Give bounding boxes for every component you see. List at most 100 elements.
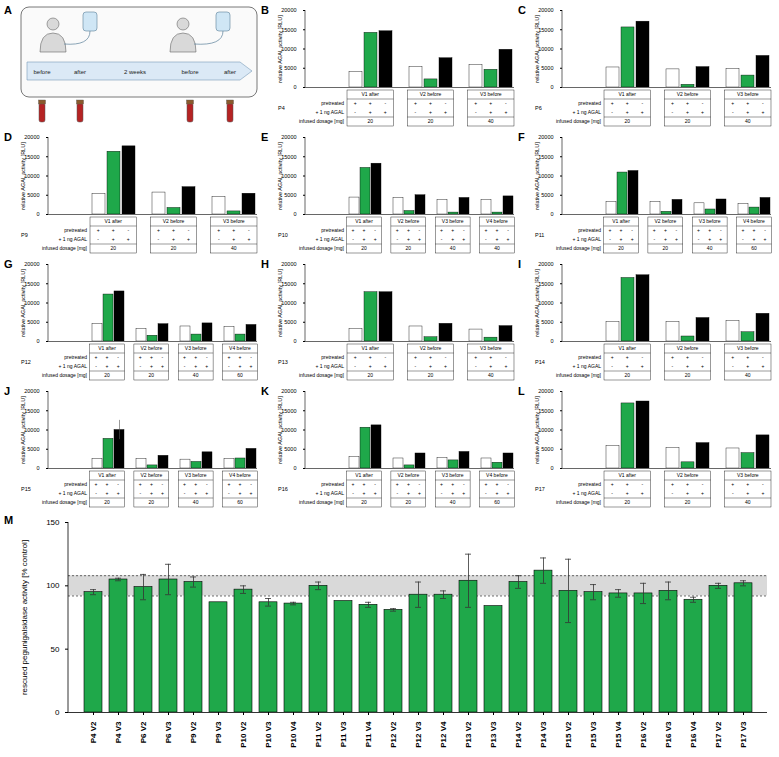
svg-text:-: - <box>631 227 633 233</box>
svg-text:20: 20 <box>361 245 367 251</box>
svg-text:-: - <box>184 490 186 496</box>
svg-text:-: - <box>396 236 398 242</box>
svg-text:15000: 15000 <box>24 408 39 414</box>
svg-text:+: + <box>139 354 142 360</box>
svg-text:+: + <box>117 490 120 496</box>
svg-text:+ 1 ng AGAL: + 1 ng AGAL <box>59 490 88 496</box>
svg-text:+: + <box>641 490 644 496</box>
svg-text:+: + <box>484 227 487 233</box>
svg-text:relative AGAL activity [RLU]: relative AGAL activity [RLU] <box>20 142 26 210</box>
svg-text:relative AGAL activity [RLU]: relative AGAL activity [RLU] <box>277 269 283 337</box>
svg-text:-: - <box>441 236 443 242</box>
svg-text:0: 0 <box>36 338 39 344</box>
svg-text:+: + <box>708 236 711 242</box>
svg-text:-: - <box>139 363 141 369</box>
svg-text:+: + <box>495 236 498 242</box>
svg-text:-: - <box>228 363 230 369</box>
svg-text:+: + <box>194 481 197 487</box>
svg-text:+: + <box>217 227 220 233</box>
svg-text:+: + <box>764 236 767 242</box>
svg-text:V1 after: V1 after <box>104 218 122 224</box>
svg-text:V4 before: V4 before <box>486 472 508 478</box>
svg-text:+: + <box>127 236 130 242</box>
svg-text:-: - <box>505 354 507 360</box>
svg-text:pretreated: pretreated <box>578 481 601 487</box>
svg-text:-: - <box>441 490 443 496</box>
svg-text:-: - <box>732 363 734 369</box>
svg-text:V1 after: V1 after <box>618 472 636 478</box>
svg-text:10000: 10000 <box>24 300 39 306</box>
svg-text:-: - <box>415 109 417 115</box>
svg-text:-: - <box>505 100 507 106</box>
svg-text:+: + <box>227 481 230 487</box>
svg-text:-: - <box>248 227 250 233</box>
svg-text:-: - <box>641 354 643 360</box>
svg-text:-: - <box>611 109 613 115</box>
svg-text:+: + <box>474 354 477 360</box>
svg-text:+: + <box>157 227 160 233</box>
svg-text:-: - <box>206 354 208 360</box>
svg-text:0: 0 <box>550 84 553 90</box>
svg-text:+: + <box>731 354 734 360</box>
svg-text:+: + <box>495 227 498 233</box>
svg-text:after: after <box>74 69 86 75</box>
svg-text:+: + <box>761 109 764 115</box>
svg-text:V3 before: V3 before <box>223 218 245 224</box>
svg-text:infused dosage [mg]: infused dosage [mg] <box>299 372 345 378</box>
svg-text:5000: 5000 <box>27 319 39 325</box>
svg-text:V1 after: V1 after <box>612 218 630 224</box>
svg-text:20: 20 <box>171 245 177 251</box>
svg-text:40: 40 <box>488 372 494 378</box>
svg-text:+ 1 ng AGAL: + 1 ng AGAL <box>316 236 345 242</box>
svg-text:+: + <box>626 490 629 496</box>
svg-text:-: - <box>698 236 700 242</box>
svg-text:-: - <box>507 227 509 233</box>
svg-text:-: - <box>352 490 354 496</box>
svg-text:P16 V3: P16 V3 <box>664 721 673 748</box>
svg-text:+: + <box>150 490 153 496</box>
svg-text:20000: 20000 <box>281 134 296 140</box>
svg-text:-: - <box>672 490 674 496</box>
svg-text:-: - <box>732 109 734 115</box>
svg-text:V3 before: V3 before <box>442 472 464 478</box>
svg-text:+: + <box>462 236 465 242</box>
svg-text:40: 40 <box>450 245 456 251</box>
svg-text:+: + <box>407 490 410 496</box>
svg-text:5000: 5000 <box>541 446 553 452</box>
svg-text:+: + <box>507 490 510 496</box>
svg-text:20: 20 <box>685 372 691 378</box>
svg-text:V1 after: V1 after <box>98 345 116 351</box>
svg-text:-: - <box>702 100 704 106</box>
svg-text:+: + <box>172 227 175 233</box>
svg-text:+: + <box>746 481 749 487</box>
svg-text:+: + <box>746 354 749 360</box>
svg-text:+: + <box>708 227 711 233</box>
svg-text:-: - <box>720 227 722 233</box>
svg-text:+: + <box>761 363 764 369</box>
svg-text:5000: 5000 <box>284 65 296 71</box>
svg-text:V2 before: V2 before <box>163 218 185 224</box>
svg-text:P10: P10 <box>278 232 288 238</box>
svg-text:+: + <box>429 363 432 369</box>
svg-text:+: + <box>752 236 755 242</box>
svg-text:50: 50 <box>51 645 60 654</box>
svg-text:relative AGAL activity [RLU]: relative AGAL activity [RLU] <box>20 269 26 337</box>
svg-text:-: - <box>97 236 99 242</box>
svg-text:+: + <box>626 481 629 487</box>
svg-text:+: + <box>354 354 357 360</box>
svg-text:40: 40 <box>745 118 751 124</box>
svg-text:V3 before: V3 before <box>699 218 721 224</box>
svg-text:pretreated: pretreated <box>578 227 601 233</box>
svg-text:60: 60 <box>237 499 243 505</box>
svg-text:+: + <box>731 100 734 106</box>
svg-text:150: 150 <box>46 518 60 527</box>
svg-text:20: 20 <box>104 499 110 505</box>
svg-text:-: - <box>95 490 97 496</box>
svg-text:relative AGAL activity [RLU]: relative AGAL activity [RLU] <box>277 15 283 83</box>
svg-text:+: + <box>686 481 689 487</box>
svg-text:15000: 15000 <box>24 281 39 287</box>
svg-text:pretreated: pretreated <box>321 227 344 233</box>
svg-text:V1 after: V1 after <box>98 472 116 478</box>
svg-text:-: - <box>354 363 356 369</box>
svg-text:+: + <box>238 490 241 496</box>
